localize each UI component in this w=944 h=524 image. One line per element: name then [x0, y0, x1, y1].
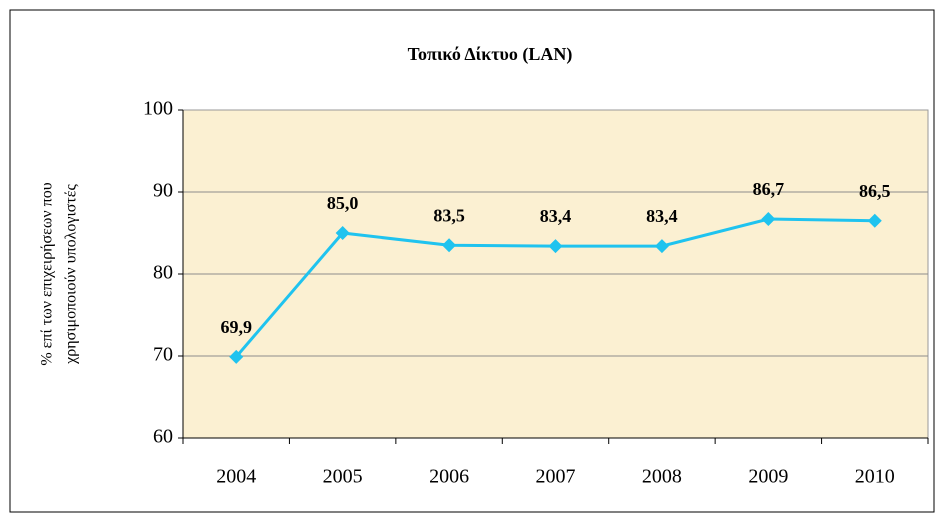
data-point: [442, 238, 457, 253]
data-label: 86,5: [859, 181, 891, 201]
data-point: [335, 226, 350, 240]
data-point: [229, 349, 244, 364]
data-label: 86,7: [753, 179, 785, 199]
data-point: [654, 239, 669, 254]
y-axis-label-line: χρησιμοποιούν υπολογιστές: [63, 183, 80, 364]
y-tick-label: 90: [153, 180, 173, 202]
data-label: 83,4: [646, 206, 678, 226]
data-point: [761, 212, 776, 227]
x-tick-label: 2010: [855, 466, 895, 488]
x-tick-label: 2008: [642, 466, 682, 488]
y-tick-label: 80: [153, 262, 173, 284]
x-tick-label: 2006: [429, 466, 469, 488]
data-label: 83,5: [433, 205, 465, 225]
y-axis-label-line: % επί των επιχειρήσεων που: [39, 182, 56, 365]
y-axis-label: % επί των επιχειρήσεων που χρησιμοποιούν…: [39, 182, 80, 365]
data-point: [548, 239, 563, 254]
y-tick-label: 70: [153, 344, 173, 366]
x-tick-label: 2007: [536, 466, 576, 488]
data-label: 69,9: [220, 317, 252, 337]
data-point: [867, 213, 882, 228]
y-tick-label: 100: [143, 98, 173, 120]
x-tick-label: 2004: [216, 466, 256, 488]
y-tick-label: 60: [153, 426, 173, 448]
x-tick-label: 2005: [323, 466, 363, 488]
data-label: 83,4: [540, 206, 572, 226]
x-tick-label: 2009: [748, 466, 788, 488]
chart-title: Τοπικό Δίκτυο (LAN): [408, 44, 573, 65]
data-label: 85,0: [327, 193, 359, 213]
